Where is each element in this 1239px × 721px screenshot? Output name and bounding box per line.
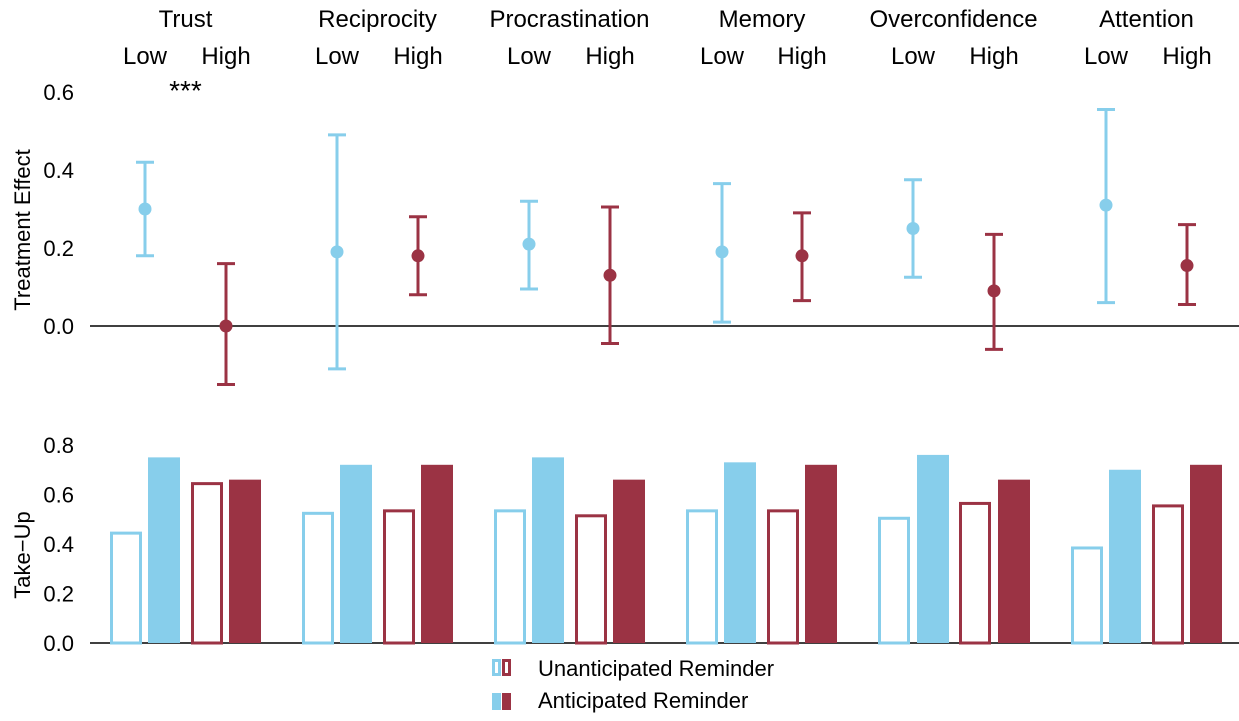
bar-unanticipated	[767, 509, 799, 645]
legend-swatch-unanticipated-low	[492, 659, 501, 676]
level-label: High	[777, 43, 826, 70]
point-estimate	[1180, 259, 1194, 273]
take-up-tick-label: 0.2	[43, 582, 74, 607]
group-title: Attention	[1099, 6, 1194, 33]
legend-item-unanticipated: Unanticipated Reminder	[492, 656, 774, 681]
treatment-effect-marks	[136, 108, 1196, 386]
level-label: Low	[507, 43, 552, 70]
level-label: High	[585, 43, 634, 70]
take-up-axis-title: Take−Up	[10, 511, 35, 598]
legend-item-anticipated: Anticipated Reminder	[492, 688, 748, 713]
level-label: Low	[700, 43, 745, 70]
group-title: Memory	[719, 6, 806, 33]
level-label: Low	[123, 43, 168, 70]
legend-label-unanticipated: Unanticipated Reminder	[538, 656, 774, 681]
level-label: Low	[891, 43, 936, 70]
bar-anticipated	[340, 464, 372, 643]
bar-unanticipated	[494, 509, 526, 645]
bar-unanticipated	[1071, 546, 1103, 645]
bar-unanticipated	[302, 511, 334, 645]
treatment-effect-y-ticks: 0.0 0.2 0.4 0.6	[43, 80, 74, 339]
take-up-tick-label: 0.6	[43, 483, 74, 508]
effect-tick-label: 0.4	[43, 158, 74, 183]
bar-anticipated	[1190, 464, 1222, 643]
effect-tick-label: 0.6	[43, 80, 74, 105]
bar-unanticipated	[575, 514, 607, 645]
legend: Unanticipated Reminder Anticipated Remin…	[492, 656, 774, 713]
take-up-tick-label: 0.4	[43, 532, 74, 557]
group-title: Trust	[159, 6, 213, 33]
bar-unanticipated	[1152, 504, 1184, 645]
point-estimate	[138, 202, 152, 216]
point-estimate	[522, 237, 536, 251]
legend-swatch-anticipated-low	[492, 693, 501, 710]
bar-anticipated	[1109, 469, 1141, 643]
take-up-tick-label: 0.8	[43, 433, 74, 458]
level-label: Low	[1084, 43, 1129, 70]
level-label: High	[201, 43, 250, 70]
bar-anticipated	[724, 462, 756, 643]
level-label: High	[393, 43, 442, 70]
level-label: Low	[315, 43, 360, 70]
take-up-panel: Take−Up 0.0 0.2 0.4 0.6 0.8	[10, 433, 1239, 656]
bar-anticipated	[229, 479, 261, 643]
bar-unanticipated	[959, 501, 991, 645]
significance-stars: ***	[169, 75, 202, 106]
point-estimate	[795, 249, 809, 263]
legend-label-anticipated: Anticipated Reminder	[538, 688, 748, 713]
bar-unanticipated	[191, 482, 223, 645]
point-estimate	[906, 222, 920, 235]
point-estimate	[715, 245, 729, 259]
group-headers: Trust Low High *** Reciprocity Low High Procras…	[123, 6, 1212, 106]
bar-unanticipated	[110, 531, 142, 645]
point-estimate	[219, 319, 233, 333]
point-estimate	[987, 284, 1001, 298]
treatment-effect-axis-title: Treatment Effect	[10, 149, 35, 310]
effect-tick-label: 0.0	[43, 314, 74, 339]
bar-anticipated	[148, 457, 180, 643]
legend-swatch-unanticipated-high	[502, 659, 511, 676]
bar-unanticipated	[878, 516, 910, 645]
bar-unanticipated	[383, 509, 415, 645]
bar-anticipated	[998, 479, 1030, 643]
point-estimate	[411, 249, 425, 263]
take-up-bars	[110, 454, 1222, 645]
point-estimate	[1099, 198, 1113, 212]
group-title: Procrastination	[489, 6, 649, 33]
effect-tick-label: 0.2	[43, 236, 74, 261]
bar-unanticipated	[686, 509, 718, 645]
group-title: Reciprocity	[318, 6, 437, 33]
take-up-tick-label: 0.0	[43, 631, 74, 656]
bar-anticipated	[613, 479, 645, 643]
legend-swatch-anticipated-high	[502, 693, 511, 710]
group-title: Overconfidence	[869, 6, 1037, 33]
bar-anticipated	[805, 464, 837, 643]
level-label: High	[1162, 43, 1211, 70]
level-label: High	[969, 43, 1018, 70]
bar-anticipated	[917, 454, 949, 643]
point-estimate	[603, 268, 617, 282]
take-up-y-ticks: 0.0 0.2 0.4 0.6 0.8	[43, 433, 74, 656]
bar-anticipated	[532, 457, 564, 643]
bar-anticipated	[421, 464, 453, 643]
point-estimate	[330, 245, 344, 259]
treatment-effect-panel: Treatment Effect 0.0 0.2 0.4 0.6	[10, 80, 1239, 386]
